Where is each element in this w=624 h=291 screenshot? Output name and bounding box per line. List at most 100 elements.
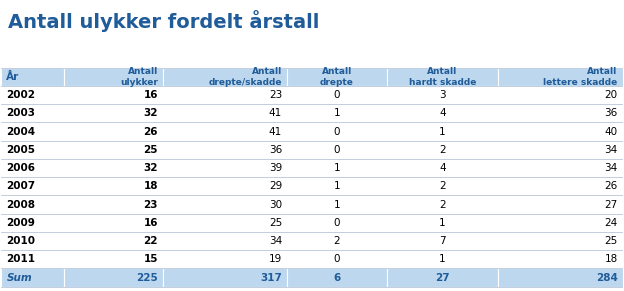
Text: 25: 25 bbox=[144, 145, 158, 155]
Bar bbox=[64, 123, 163, 141]
Bar bbox=[1, 214, 64, 232]
Text: 23: 23 bbox=[269, 90, 282, 100]
Bar bbox=[499, 86, 623, 104]
Bar bbox=[386, 141, 499, 159]
Text: 27: 27 bbox=[435, 273, 450, 283]
Bar bbox=[1, 68, 64, 86]
Text: 2007: 2007 bbox=[6, 181, 36, 191]
Bar bbox=[163, 214, 287, 232]
Bar bbox=[1, 177, 64, 196]
Text: 2005: 2005 bbox=[6, 145, 36, 155]
Bar bbox=[386, 214, 499, 232]
Bar bbox=[1, 104, 64, 123]
Bar bbox=[287, 232, 386, 250]
Bar bbox=[64, 232, 163, 250]
Text: 1: 1 bbox=[439, 254, 446, 264]
Bar bbox=[163, 177, 287, 196]
Bar bbox=[499, 232, 623, 250]
Text: Antall
hardt skadde: Antall hardt skadde bbox=[409, 67, 476, 87]
Bar bbox=[1, 159, 64, 177]
Text: 34: 34 bbox=[605, 145, 618, 155]
Bar bbox=[163, 68, 287, 86]
Text: Antall
lettere skadde: Antall lettere skadde bbox=[544, 67, 618, 87]
Bar bbox=[64, 159, 163, 177]
Bar bbox=[287, 141, 386, 159]
Bar bbox=[499, 104, 623, 123]
Bar bbox=[386, 104, 499, 123]
Text: 26: 26 bbox=[144, 127, 158, 136]
Bar bbox=[1, 141, 64, 159]
Bar bbox=[163, 159, 287, 177]
Text: 30: 30 bbox=[269, 200, 282, 210]
Text: 23: 23 bbox=[144, 200, 158, 210]
Text: 2006: 2006 bbox=[6, 163, 36, 173]
Bar bbox=[499, 159, 623, 177]
Text: Antall
drepte: Antall drepte bbox=[320, 67, 354, 87]
Bar bbox=[163, 196, 287, 214]
Text: 36: 36 bbox=[269, 145, 282, 155]
Bar bbox=[1, 123, 64, 141]
Bar bbox=[386, 123, 499, 141]
Bar bbox=[64, 86, 163, 104]
Text: 25: 25 bbox=[605, 236, 618, 246]
Text: 2011: 2011 bbox=[6, 254, 36, 264]
Bar bbox=[163, 141, 287, 159]
Bar bbox=[287, 68, 386, 86]
Text: År: År bbox=[6, 72, 19, 82]
Text: 0: 0 bbox=[334, 218, 340, 228]
Bar bbox=[287, 123, 386, 141]
Bar bbox=[64, 104, 163, 123]
Text: 0: 0 bbox=[334, 127, 340, 136]
Bar bbox=[287, 250, 386, 269]
Bar bbox=[163, 123, 287, 141]
Bar bbox=[386, 232, 499, 250]
Bar bbox=[287, 196, 386, 214]
Text: 2: 2 bbox=[334, 236, 340, 246]
Bar bbox=[386, 159, 499, 177]
Text: 16: 16 bbox=[144, 90, 158, 100]
Text: 284: 284 bbox=[596, 273, 618, 283]
Text: 4: 4 bbox=[439, 163, 446, 173]
Bar bbox=[1, 269, 64, 287]
Bar bbox=[287, 269, 386, 287]
Text: 32: 32 bbox=[144, 163, 158, 173]
Text: Sum: Sum bbox=[6, 273, 32, 283]
Text: 24: 24 bbox=[605, 218, 618, 228]
Text: 2002: 2002 bbox=[6, 90, 36, 100]
Bar bbox=[386, 250, 499, 269]
Text: 19: 19 bbox=[269, 254, 282, 264]
Text: 0: 0 bbox=[334, 90, 340, 100]
Text: 40: 40 bbox=[605, 127, 618, 136]
Bar bbox=[499, 123, 623, 141]
Text: 2: 2 bbox=[439, 200, 446, 210]
Text: 15: 15 bbox=[144, 254, 158, 264]
Text: 34: 34 bbox=[605, 163, 618, 173]
Text: 26: 26 bbox=[605, 181, 618, 191]
Text: 1: 1 bbox=[439, 127, 446, 136]
Text: 39: 39 bbox=[269, 163, 282, 173]
Text: 1: 1 bbox=[334, 108, 340, 118]
Text: 0: 0 bbox=[334, 254, 340, 264]
Text: Antall ulykker fordelt årstall: Antall ulykker fordelt årstall bbox=[7, 10, 319, 32]
Bar bbox=[163, 232, 287, 250]
Bar bbox=[1, 86, 64, 104]
Bar bbox=[287, 177, 386, 196]
Text: 7: 7 bbox=[439, 236, 446, 246]
Bar bbox=[64, 177, 163, 196]
Text: 6: 6 bbox=[333, 273, 341, 283]
Bar bbox=[1, 196, 64, 214]
Text: 2010: 2010 bbox=[6, 236, 36, 246]
Text: 25: 25 bbox=[269, 218, 282, 228]
Bar bbox=[499, 196, 623, 214]
Bar bbox=[287, 214, 386, 232]
Text: 27: 27 bbox=[605, 200, 618, 210]
Text: 32: 32 bbox=[144, 108, 158, 118]
Bar bbox=[499, 250, 623, 269]
Bar bbox=[499, 68, 623, 86]
Text: 2004: 2004 bbox=[6, 127, 36, 136]
Bar bbox=[163, 269, 287, 287]
Text: 1: 1 bbox=[439, 218, 446, 228]
Text: 18: 18 bbox=[144, 181, 158, 191]
Bar bbox=[386, 86, 499, 104]
Bar bbox=[1, 232, 64, 250]
